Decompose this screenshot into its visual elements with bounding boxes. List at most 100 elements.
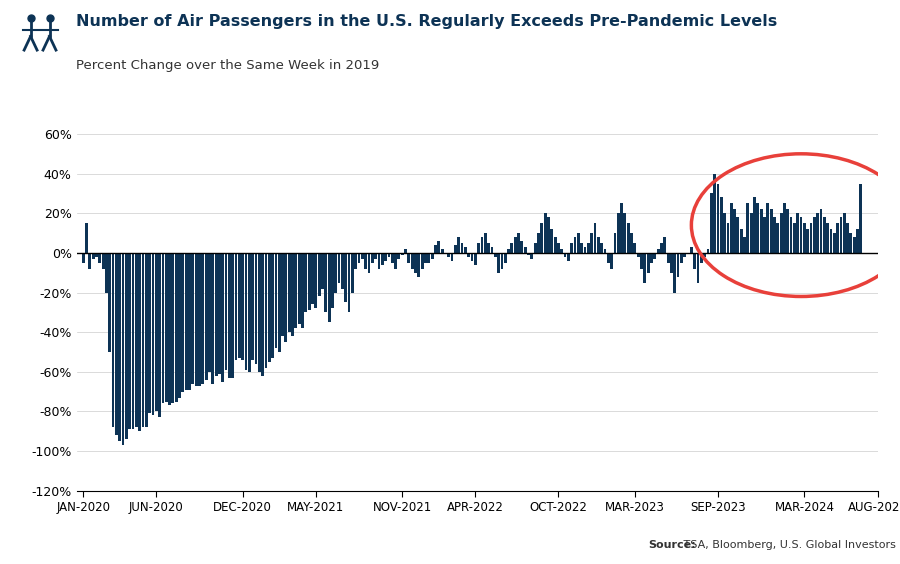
- Bar: [165, 253, 167, 402]
- Bar: [131, 253, 134, 429]
- Bar: [188, 253, 191, 390]
- Bar: [547, 217, 550, 253]
- Bar: [614, 233, 617, 253]
- Bar: [324, 253, 328, 312]
- Bar: [112, 253, 114, 428]
- Bar: [141, 253, 144, 428]
- Bar: [215, 253, 218, 376]
- Bar: [194, 253, 198, 386]
- Bar: [706, 249, 709, 253]
- Bar: [789, 217, 793, 253]
- Bar: [753, 197, 756, 253]
- Bar: [544, 213, 546, 253]
- Bar: [410, 253, 414, 268]
- Bar: [630, 233, 633, 253]
- Bar: [563, 253, 566, 257]
- Bar: [355, 253, 357, 268]
- Bar: [102, 253, 104, 268]
- Bar: [129, 253, 131, 429]
- Bar: [777, 223, 779, 253]
- Bar: [308, 253, 310, 310]
- Bar: [716, 183, 719, 253]
- Bar: [736, 217, 739, 253]
- Text: Percent Change over the Same Week in 2019: Percent Change over the Same Week in 201…: [76, 59, 380, 72]
- Bar: [95, 253, 98, 257]
- Bar: [860, 183, 862, 253]
- Bar: [670, 253, 673, 273]
- Bar: [571, 243, 573, 253]
- Bar: [268, 253, 271, 362]
- Bar: [653, 253, 656, 259]
- Bar: [377, 253, 381, 268]
- Bar: [122, 253, 124, 445]
- Bar: [660, 243, 663, 253]
- Bar: [198, 253, 201, 386]
- Bar: [125, 253, 128, 439]
- Bar: [760, 209, 762, 253]
- Bar: [441, 249, 444, 253]
- Bar: [693, 253, 696, 268]
- Bar: [823, 217, 825, 253]
- Bar: [836, 223, 839, 253]
- Bar: [255, 253, 257, 364]
- Bar: [361, 253, 364, 259]
- Bar: [667, 253, 670, 263]
- Bar: [238, 253, 241, 358]
- Bar: [420, 253, 424, 268]
- Bar: [527, 253, 530, 255]
- Bar: [145, 253, 148, 428]
- Bar: [161, 253, 165, 403]
- Bar: [856, 229, 859, 253]
- Bar: [494, 253, 497, 257]
- Bar: [302, 253, 304, 328]
- Bar: [720, 197, 723, 253]
- Bar: [221, 253, 224, 382]
- Bar: [840, 217, 842, 253]
- Bar: [404, 249, 407, 253]
- Bar: [148, 253, 151, 413]
- Bar: [683, 253, 686, 257]
- Bar: [172, 253, 175, 403]
- Bar: [334, 253, 338, 293]
- Bar: [451, 253, 454, 261]
- Bar: [820, 209, 823, 253]
- Bar: [108, 253, 111, 352]
- Bar: [291, 253, 294, 336]
- Bar: [816, 213, 819, 253]
- Bar: [184, 253, 187, 390]
- Bar: [241, 253, 244, 360]
- Bar: [328, 253, 330, 322]
- Bar: [212, 253, 214, 384]
- Bar: [540, 223, 544, 253]
- Bar: [394, 253, 397, 268]
- Bar: [381, 253, 383, 265]
- Bar: [371, 253, 373, 263]
- Bar: [734, 209, 736, 253]
- Text: Number of Air Passengers in the U.S. Regularly Exceeds Pre-Pandemic Levels: Number of Air Passengers in the U.S. Reg…: [76, 14, 778, 29]
- Bar: [428, 253, 430, 263]
- Bar: [304, 253, 307, 312]
- Bar: [703, 253, 706, 257]
- Bar: [567, 253, 570, 261]
- Bar: [82, 253, 85, 263]
- Bar: [298, 253, 301, 324]
- Bar: [607, 253, 609, 263]
- Bar: [626, 223, 630, 253]
- Bar: [311, 253, 314, 305]
- Bar: [724, 213, 726, 253]
- Bar: [261, 253, 264, 376]
- Bar: [746, 204, 750, 253]
- Bar: [481, 237, 483, 253]
- Bar: [637, 253, 640, 257]
- Bar: [314, 253, 317, 309]
- Bar: [773, 217, 776, 253]
- Bar: [151, 253, 155, 415]
- Bar: [175, 253, 177, 402]
- Bar: [202, 253, 204, 384]
- Bar: [770, 209, 772, 253]
- Bar: [657, 249, 660, 253]
- Bar: [713, 174, 716, 253]
- Bar: [497, 253, 500, 273]
- Bar: [447, 253, 450, 257]
- Bar: [357, 253, 360, 263]
